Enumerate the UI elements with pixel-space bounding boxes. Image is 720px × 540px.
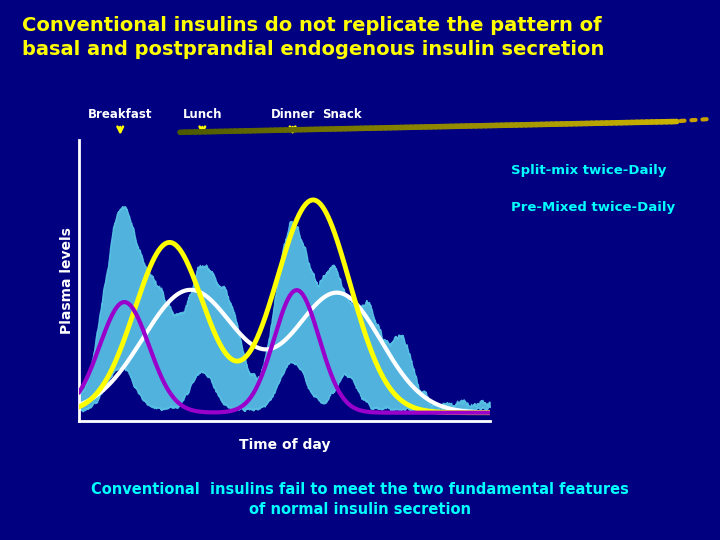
Text: Split-mix twice-Daily: Split-mix twice-Daily xyxy=(511,164,667,177)
Text: Pre-Mixed twice-Daily: Pre-Mixed twice-Daily xyxy=(511,201,675,214)
Text: Time of day: Time of day xyxy=(238,438,330,453)
Text: Snack: Snack xyxy=(322,109,361,122)
Text: Dinner: Dinner xyxy=(271,109,315,122)
Text: Breakfast: Breakfast xyxy=(88,109,153,122)
Text: Lunch: Lunch xyxy=(183,109,222,122)
Text: Conventional  insulins fail to meet the two fundamental features
of normal insul: Conventional insulins fail to meet the t… xyxy=(91,482,629,517)
Y-axis label: Plasma levels: Plasma levels xyxy=(60,227,73,334)
Text: Conventional insulins do not replicate the pattern of
basal and postprandial end: Conventional insulins do not replicate t… xyxy=(22,16,604,59)
